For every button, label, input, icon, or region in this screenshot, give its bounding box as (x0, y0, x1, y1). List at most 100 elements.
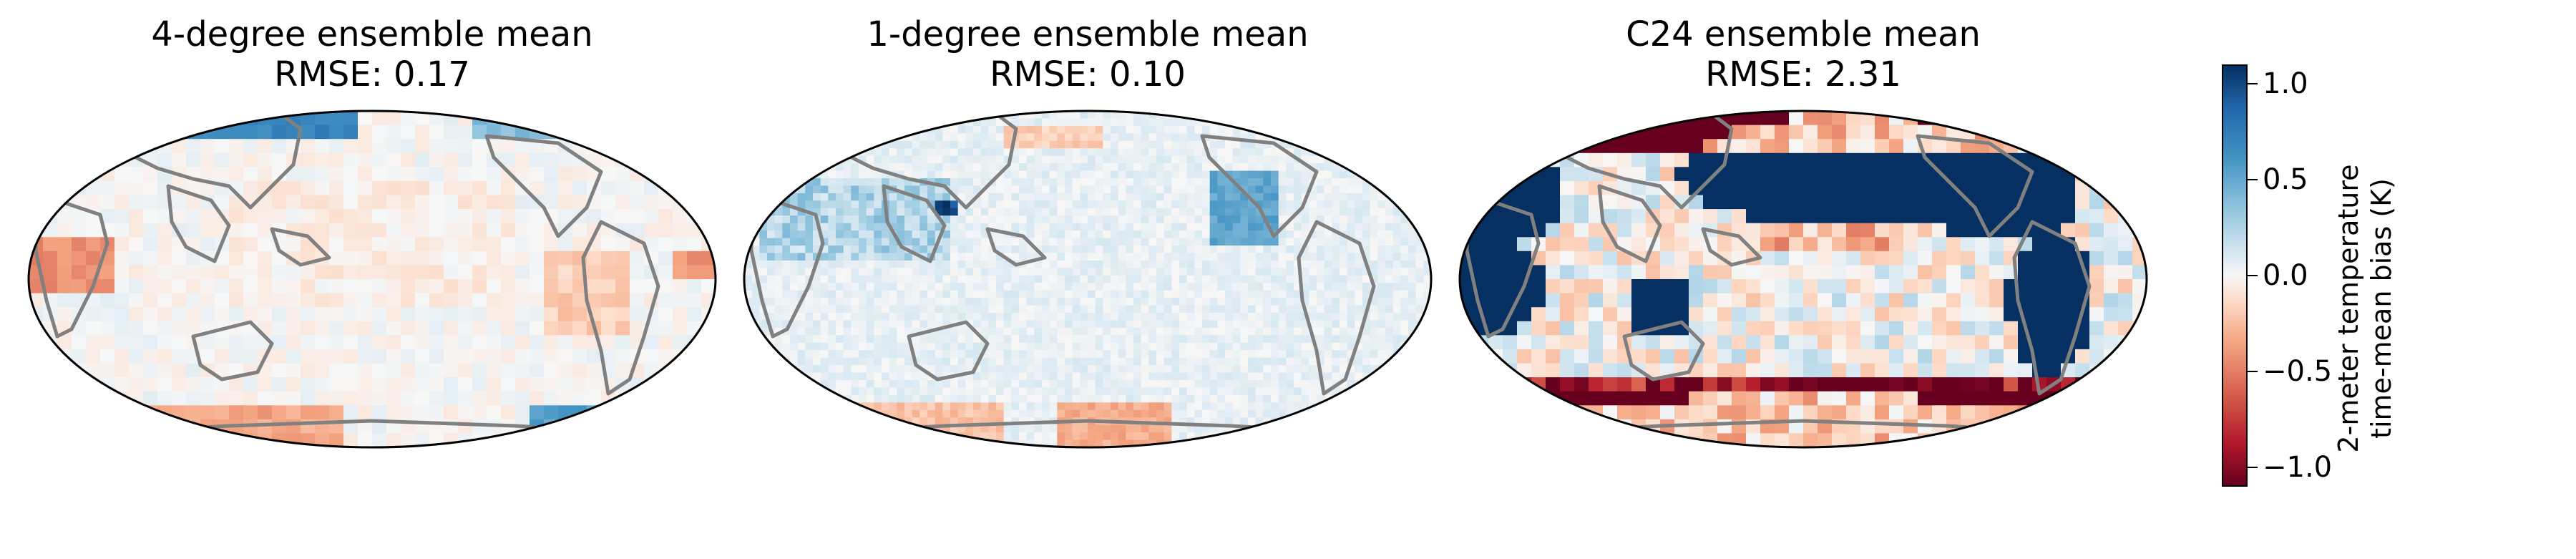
bias-cell (950, 148, 959, 157)
bias-cell (828, 268, 836, 276)
bias-cell (1065, 238, 1073, 246)
bias-cell (942, 125, 951, 134)
bias-cell (1255, 417, 1264, 426)
bias-cell (1118, 170, 1126, 179)
bias-cell (1103, 230, 1111, 239)
bias-cell (1179, 342, 1188, 351)
bias-cell (874, 290, 882, 298)
bias-cell (615, 111, 630, 126)
bias-cell (1263, 305, 1272, 313)
bias-cell (1263, 155, 1272, 164)
bias-cell (1324, 200, 1332, 209)
bias-cell (1324, 208, 1332, 216)
bias-cell (1377, 335, 1386, 344)
bias-cell (358, 377, 373, 392)
bias-cell (86, 195, 101, 210)
bias-cell (1202, 125, 1211, 134)
bias-cell (942, 320, 951, 329)
bias-cell (965, 246, 974, 253)
bias-cell (805, 155, 814, 164)
bias-cell (790, 253, 799, 261)
bias-cell (1118, 402, 1126, 411)
bias-cell (157, 111, 172, 126)
bias-cell (1370, 350, 1378, 359)
bias-cell (673, 195, 688, 210)
bias-cell (1317, 140, 1325, 149)
bias-cell (874, 260, 882, 268)
bias-cell (904, 380, 913, 388)
bias-cell (1415, 246, 1424, 253)
bias-cell (1141, 140, 1149, 149)
bias-cell (1019, 327, 1028, 336)
bias-cell (828, 148, 836, 157)
coastline-path (581, 220, 660, 396)
bias-cell (1255, 260, 1264, 268)
bias-cell (1392, 125, 1401, 134)
bias-cell (813, 148, 821, 157)
bias-cell (1232, 320, 1241, 329)
bias-cell (973, 417, 982, 426)
bias-cell (759, 223, 768, 231)
bias-cell (1209, 125, 1218, 134)
bias-cell (1225, 148, 1234, 157)
bias-cell (1088, 133, 1096, 142)
bias-cell (1400, 320, 1409, 329)
bias-cell (897, 372, 905, 381)
bias-cell (782, 327, 791, 336)
bias-cell (1026, 327, 1035, 336)
bias-cell (973, 185, 982, 194)
bias-cell (1148, 246, 1157, 253)
bias-cell (889, 200, 897, 209)
bias-cell (882, 365, 890, 374)
bias-cell (1072, 238, 1080, 246)
bias-cell (1095, 246, 1103, 253)
bias-cell (744, 178, 753, 186)
bias-cell (386, 195, 401, 210)
bias-cell (874, 327, 882, 336)
bias-cell (100, 391, 115, 406)
bias-cell (859, 178, 867, 186)
bias-cell (965, 327, 974, 336)
bias-cell (897, 335, 905, 344)
bias-cell (1080, 125, 1088, 134)
bias-cell (444, 180, 459, 196)
bias-cell (1317, 118, 1325, 127)
bias-cell (1026, 357, 1035, 366)
bias-cell (889, 424, 897, 433)
bias-cell (1324, 125, 1332, 134)
bias-cell (790, 193, 799, 201)
bias-cell (774, 417, 783, 426)
bias-cell (1217, 327, 1226, 336)
bias-cell (630, 223, 645, 238)
bias-cell (343, 139, 358, 154)
bias-cell (301, 152, 316, 167)
bias-cell (782, 372, 791, 381)
bias-cell (1232, 193, 1241, 201)
bias-cell (1179, 372, 1188, 381)
bias-cell (544, 321, 559, 336)
bias-cell (996, 290, 1005, 298)
bias-cell (790, 275, 799, 283)
bias-cell (343, 377, 358, 392)
bias-cell (630, 111, 645, 126)
bias-cell (797, 380, 806, 388)
bias-cell (1019, 185, 1028, 194)
bias-cell (1194, 178, 1203, 186)
bias-cell (919, 320, 928, 329)
bias-cell (1278, 394, 1287, 403)
bias-cell (43, 125, 58, 140)
bias-cell (1362, 275, 1371, 283)
bias-cell (996, 365, 1005, 374)
bias-cell (751, 372, 760, 381)
bias-cell (86, 349, 101, 364)
bias-cell (897, 424, 905, 433)
bias-cell (897, 327, 905, 336)
bias-cell (1202, 298, 1211, 306)
bias-cell (186, 293, 201, 308)
bias-cell (882, 283, 890, 291)
bias-cell (558, 209, 573, 224)
bias-cell (401, 195, 416, 210)
bias-cell (813, 394, 821, 403)
bias-cell (919, 155, 928, 164)
bias-cell (615, 405, 630, 420)
